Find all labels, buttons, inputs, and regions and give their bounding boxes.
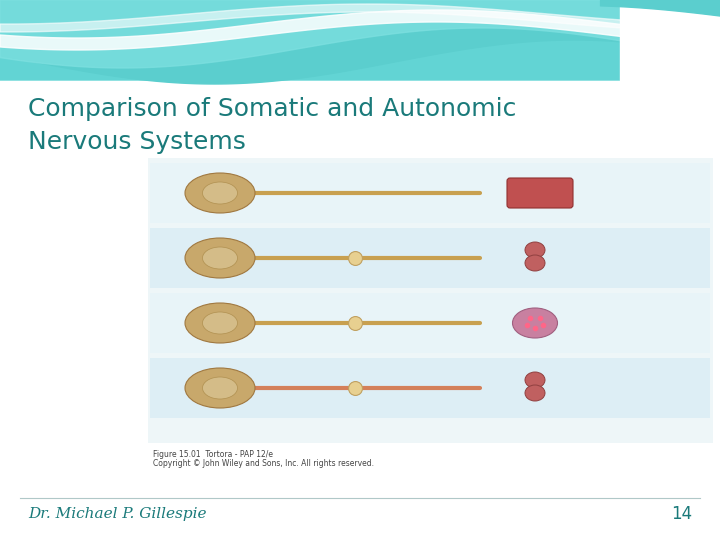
Ellipse shape [185, 238, 255, 278]
Ellipse shape [185, 368, 255, 408]
Text: 14: 14 [671, 505, 692, 523]
Ellipse shape [525, 242, 545, 258]
Text: Comparison of Somatic and Autonomic: Comparison of Somatic and Autonomic [28, 97, 516, 121]
Text: Figure 15.01  Tortora - PAP 12/e: Figure 15.01 Tortora - PAP 12/e [153, 450, 273, 459]
Ellipse shape [202, 247, 238, 269]
Text: Nervous Systems: Nervous Systems [28, 130, 246, 154]
Ellipse shape [513, 308, 557, 338]
Ellipse shape [185, 173, 255, 213]
Ellipse shape [202, 182, 238, 204]
FancyBboxPatch shape [150, 228, 710, 288]
Ellipse shape [185, 303, 255, 343]
Text: Copyright © John Wiley and Sons, Inc. All rights reserved.: Copyright © John Wiley and Sons, Inc. Al… [153, 459, 374, 468]
FancyBboxPatch shape [150, 293, 710, 353]
Ellipse shape [525, 255, 545, 271]
Ellipse shape [202, 377, 238, 399]
Text: Dr. Michael P. Gillespie: Dr. Michael P. Gillespie [28, 507, 207, 521]
Ellipse shape [525, 385, 545, 401]
Ellipse shape [202, 312, 238, 334]
FancyBboxPatch shape [148, 158, 713, 443]
FancyBboxPatch shape [150, 163, 710, 223]
FancyBboxPatch shape [150, 358, 710, 418]
FancyBboxPatch shape [507, 178, 573, 208]
Ellipse shape [525, 372, 545, 388]
